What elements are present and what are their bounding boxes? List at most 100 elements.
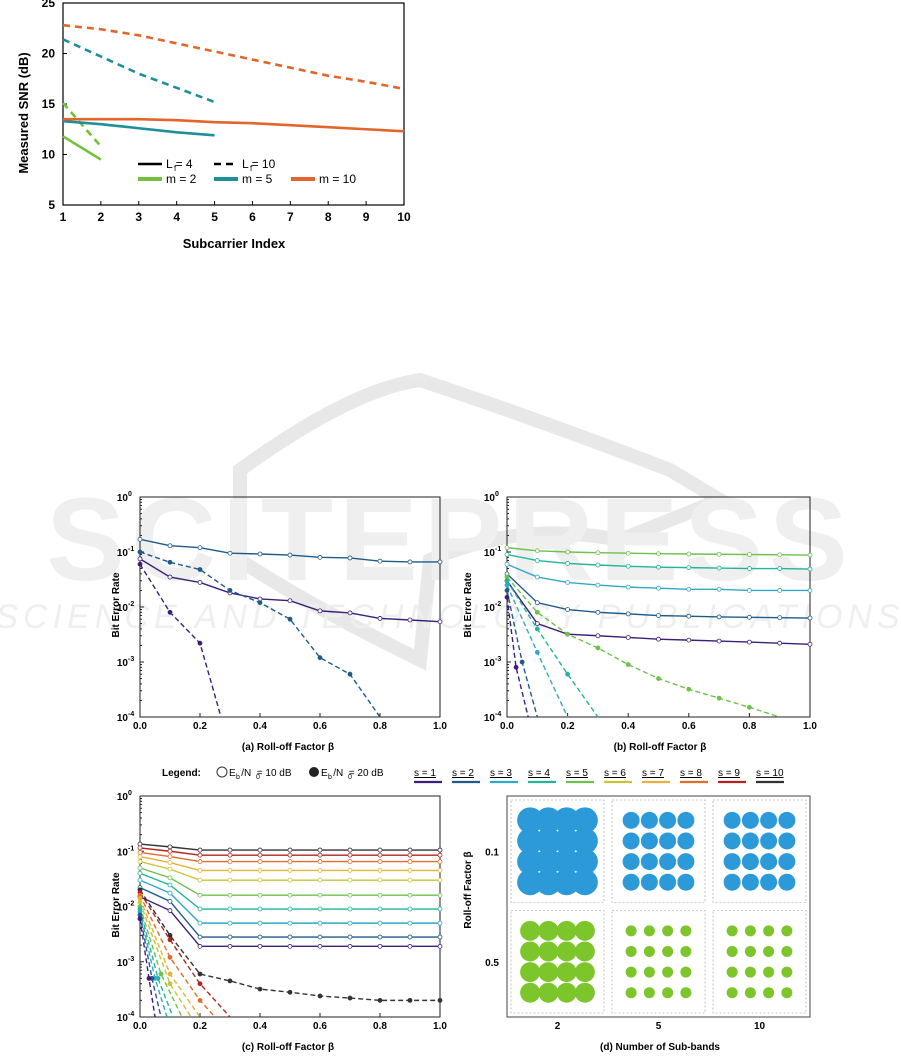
ber-c-marker (437, 920, 443, 926)
ber-b-marker (777, 615, 783, 621)
ber-b-marker (807, 615, 813, 621)
legend-eb10-sub-b: b (236, 774, 240, 781)
ber-c-marker (227, 906, 233, 912)
ber-b-marker (686, 551, 692, 557)
ber-a-marker (317, 554, 323, 560)
const-symbol (760, 873, 778, 891)
const-xlabel: (d) Number of Sub-bands (600, 1042, 720, 1053)
ber-c-marker (437, 943, 443, 949)
ber-b-marker (534, 600, 540, 606)
ber-b-marker (565, 631, 570, 637)
ber-b-marker (625, 635, 631, 640)
ber-c-marker (257, 920, 263, 926)
ber-c-marker (317, 906, 323, 912)
snr-ytick-label: 15 (42, 97, 56, 111)
ber-c-marker (167, 908, 173, 913)
ber-c-marker (347, 943, 353, 949)
const-symbol (556, 920, 577, 941)
ber-c-marker (377, 920, 383, 926)
snr-chart: Measured SNR (dB) Subcarrier Index 1 2 3 4 5… (16, 0, 411, 251)
ber-c-marker (377, 906, 383, 912)
legend-s-items: s = 1 s = 2 s = 3 s = 4 s = 5 s = 6 s = 7 s = 8… (414, 768, 784, 784)
ber-b-marker (534, 558, 540, 563)
ber-c-marker (377, 877, 383, 883)
snr-ylabel: Measured SNR (dB) (16, 52, 31, 173)
ber-c-marker (167, 848, 173, 854)
ber-b-marker (716, 614, 722, 620)
ber-a-marker (197, 545, 203, 551)
ber-a-xtick-label: 0.4 (253, 721, 267, 732)
ber-chart-b: Bit Error Rate (b) Roll-off Factor β 0.0… (463, 491, 817, 753)
legend-s-label: s = 3 (490, 768, 512, 779)
const-symbol (677, 832, 695, 850)
ber-c-marker (287, 847, 293, 853)
ber-a-ylabel: Bit Error Rate (111, 572, 122, 637)
ber-a-marker (167, 574, 173, 580)
ber-c-xtick-label: 1.0 (433, 1021, 447, 1032)
ber-b-marker (747, 588, 752, 593)
ber-a-marker (287, 598, 293, 604)
ber-c-marker (197, 852, 203, 858)
ber-c-marker (287, 877, 293, 883)
const-symbol (517, 848, 544, 875)
ber-b-marker (534, 574, 540, 580)
ber-b-marker (513, 664, 519, 670)
ber-c-marker (167, 875, 173, 881)
ber-c-marker (347, 877, 353, 883)
ber-c-marker (317, 892, 323, 898)
const-symbol (659, 832, 677, 850)
ber-c-ytick-exp: -1 (128, 845, 134, 852)
ber-a-marker (347, 671, 353, 677)
const-symbol (535, 807, 562, 834)
ber-c-marker (287, 989, 293, 995)
ber-b-ytick-base: 10 (484, 713, 496, 724)
ber-b-marker (656, 676, 661, 681)
ber-a-marker (167, 543, 173, 549)
ber-c-marker (437, 877, 443, 883)
ber-a-xtick-label: 0.6 (313, 721, 327, 732)
const-symbol (760, 832, 778, 850)
snr-xtick-label: 2 (98, 210, 105, 224)
ber-b-marker (625, 662, 631, 667)
ber-a-marker (137, 549, 143, 555)
ber-b-marker (534, 649, 540, 655)
ber-a-marker (377, 558, 383, 564)
ber-c-marker (167, 882, 173, 888)
const-symbol (643, 925, 655, 937)
const-symbol (723, 873, 741, 891)
ber-b-marker (747, 552, 752, 557)
ber-c-marker (377, 997, 383, 1003)
const-symbol (574, 982, 595, 1003)
ber-c-xtick-label: 0.2 (193, 1021, 207, 1032)
const-symbol (640, 832, 658, 850)
ber-c-marker (227, 920, 233, 926)
watermark: SCITEPRESS SCIENCE AND TECHNOLOGY PUBLIC… (0, 372, 900, 671)
const-symbol (741, 811, 759, 829)
const-symbol (781, 987, 793, 999)
legend-s-label: s = 2 (452, 768, 474, 779)
ber-c-marker (197, 906, 203, 912)
ber-c-marker (407, 997, 413, 1003)
ber-c-marker (137, 877, 143, 883)
const-symbol (517, 827, 544, 854)
snr-legend-m10: m = 10 (319, 172, 356, 186)
const-symbol (677, 853, 695, 871)
const-symbol (640, 811, 658, 829)
ber-c-xlabel: (c) Roll-off Factor β (242, 1042, 334, 1053)
ber-b-marker (565, 607, 570, 612)
ber-b-marker (504, 552, 510, 557)
const-symbol (556, 941, 577, 962)
const-symbol (538, 982, 559, 1003)
ber-a-xtick-label: 0.8 (373, 721, 387, 732)
snr-xtick-label: 3 (135, 210, 142, 224)
ber-b-marker (716, 586, 722, 592)
ber-c-marker (137, 841, 143, 847)
ber-b-marker (534, 626, 540, 632)
ber-c-marker (257, 986, 263, 992)
legend-s-label: s = 9 (718, 768, 740, 779)
const-symbol (571, 848, 598, 875)
const-symbol (781, 966, 793, 978)
snr-series-line (62, 135, 102, 161)
ber-c-marker (167, 898, 173, 904)
ber-a-marker (137, 556, 143, 562)
